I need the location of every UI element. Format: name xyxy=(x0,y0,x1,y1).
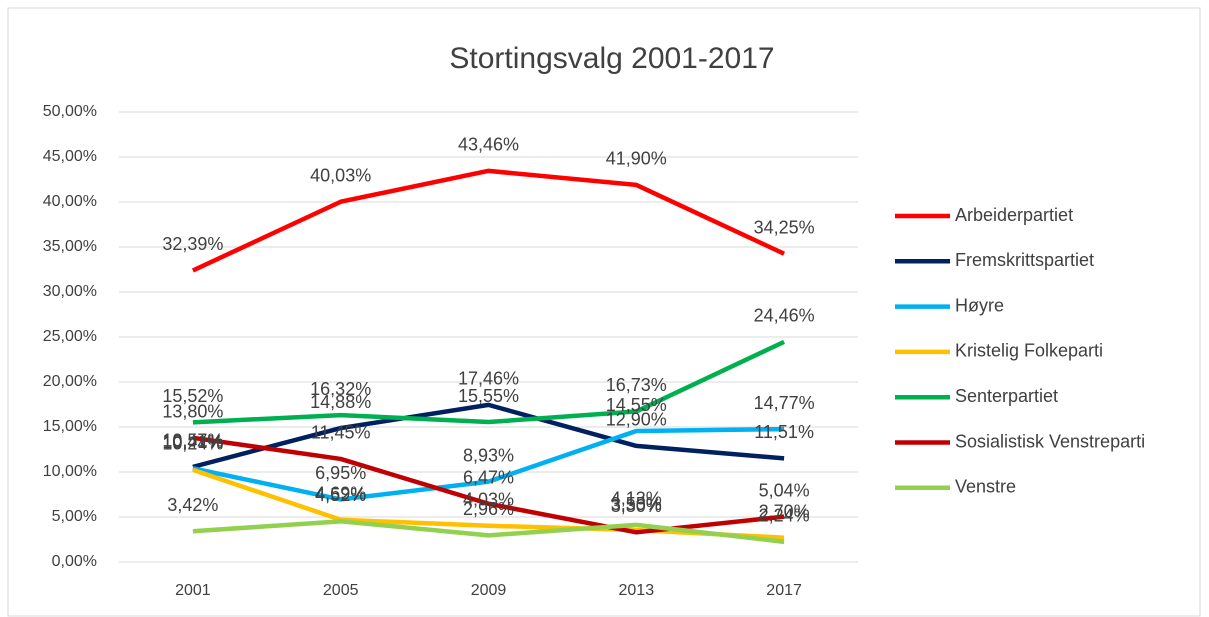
data-label: 14,88% xyxy=(310,392,371,412)
data-label: 16,32% xyxy=(310,379,371,399)
data-label: 10,24% xyxy=(162,434,223,454)
data-label: 10,41% xyxy=(162,432,223,452)
data-label: 14,77% xyxy=(754,393,815,413)
legend-label: Høyre xyxy=(955,295,1004,315)
y-tick-label: 40,00% xyxy=(43,193,97,210)
data-label: 12,90% xyxy=(606,410,667,430)
series-line xyxy=(192,519,785,545)
data-label: 2,24% xyxy=(759,506,810,526)
data-label: 34,25% xyxy=(754,218,815,238)
y-tick-label: 25,00% xyxy=(43,328,97,345)
series-line xyxy=(192,402,785,470)
data-label: 8,93% xyxy=(463,445,514,465)
data-label: 4,69% xyxy=(315,484,366,504)
x-tick-label: 2013 xyxy=(619,582,655,599)
series-line xyxy=(192,435,785,535)
legend-label: Arbeiderpartiet xyxy=(955,205,1073,225)
legend-label: Sosialistisk Venstreparti xyxy=(955,431,1145,451)
data-label: 32,39% xyxy=(162,234,223,254)
data-label: 3,30% xyxy=(611,496,662,516)
data-label: 11,45% xyxy=(311,423,371,443)
data-label: 4,52% xyxy=(315,485,366,505)
x-tick-label: 2001 xyxy=(175,582,211,599)
y-tick-label: 45,00% xyxy=(43,148,97,165)
chart-border xyxy=(7,7,1201,617)
data-label: 6,47% xyxy=(463,468,514,488)
y-tick-label: 10,00% xyxy=(43,463,97,480)
y-tick-label: 0,00% xyxy=(52,553,97,570)
series-line xyxy=(191,168,786,273)
data-label: 2,96% xyxy=(463,499,514,519)
y-tick-label: 30,00% xyxy=(43,283,97,300)
chart-title: Stortingsvalg 2001-2017 xyxy=(449,42,774,75)
legend-label: Kristelig Folkeparti xyxy=(955,341,1103,361)
data-label: 6,95% xyxy=(315,463,366,483)
x-tick-label: 2005 xyxy=(323,582,359,599)
data-label: 24,46% xyxy=(754,306,815,326)
data-label: 2,70% xyxy=(759,501,810,521)
legend-label: Venstre xyxy=(955,477,1016,497)
series-line xyxy=(192,339,786,425)
data-label: 10,57% xyxy=(162,431,223,451)
data-label: 16,73% xyxy=(606,375,667,395)
y-tick-label: 15,00% xyxy=(43,418,97,435)
x-tick-label: 2009 xyxy=(471,582,507,599)
series-line xyxy=(192,426,785,502)
data-label: 4,13% xyxy=(611,489,662,509)
data-label: 15,52% xyxy=(162,386,223,406)
data-label: 17,46% xyxy=(458,369,519,389)
data-label: 3,55% xyxy=(611,494,662,514)
data-label: 3,42% xyxy=(167,495,218,515)
data-label: 5,04% xyxy=(759,480,810,500)
y-tick-label: 35,00% xyxy=(43,238,97,255)
data-label: 14,55% xyxy=(606,395,667,415)
data-label: 11,51% xyxy=(754,422,814,442)
legend-label: Senterpartiet xyxy=(955,386,1058,406)
data-label: 40,03% xyxy=(310,165,371,185)
data-label: 43,46% xyxy=(458,135,519,155)
data-label: 13,80% xyxy=(162,402,223,422)
x-tick-label: 2017 xyxy=(766,582,802,599)
y-tick-label: 20,00% xyxy=(43,373,97,390)
y-tick-label: 50,00% xyxy=(43,103,97,120)
data-label: 41,90% xyxy=(606,149,667,169)
legend-label: Fremskrittspartiet xyxy=(955,250,1094,270)
data-label: 15,55% xyxy=(458,386,519,406)
y-tick-label: 5,00% xyxy=(52,508,97,525)
data-label: 4,03% xyxy=(463,489,514,509)
